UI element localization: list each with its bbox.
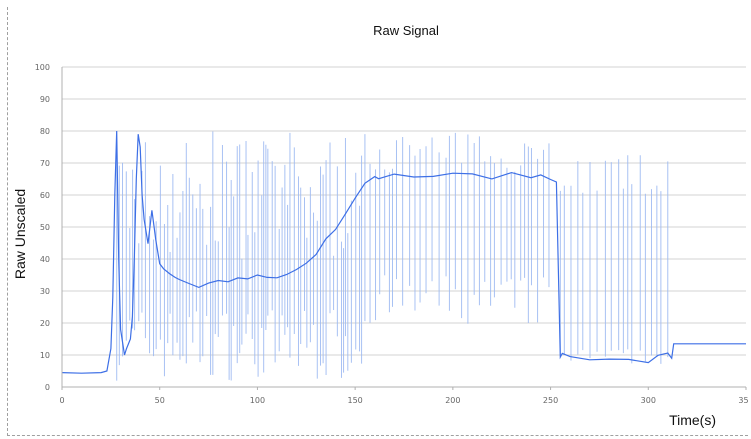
y-tick-label: 80 xyxy=(40,127,50,136)
x-tick-label: 150 xyxy=(348,396,363,405)
x-tick-labels: 0 50 100 150 200 250 300 350 xyxy=(59,387,748,405)
chart-frame: Raw Signal 0 10 20 30 40 50 60 70 80 90 100 0 50 100… xyxy=(7,7,748,436)
x-tick-label: 250 xyxy=(543,396,558,405)
raw-signal-chart: Raw Signal 0 10 20 30 40 50 60 70 80 90 100 0 50 100… xyxy=(12,23,748,428)
y-tick-label: 70 xyxy=(40,159,50,168)
chart-title: Raw Signal xyxy=(373,23,439,38)
x-axis-label: Time(s) xyxy=(669,412,716,428)
y-tick-label: 20 xyxy=(40,319,50,328)
y-tick-label: 100 xyxy=(35,63,50,72)
signal-line xyxy=(61,130,746,374)
y-tick-label: 0 xyxy=(45,383,50,392)
y-tick-label: 10 xyxy=(40,351,50,360)
signal-spikes xyxy=(116,131,669,381)
y-axis-label: Raw Unscaled xyxy=(12,189,28,279)
y-tick-label: 40 xyxy=(40,255,50,264)
grid-lines xyxy=(62,66,746,356)
x-tick-label: 50 xyxy=(155,396,165,405)
y-tick-labels: 0 10 20 30 40 50 60 70 80 90 100 xyxy=(35,63,50,392)
y-tick-label: 50 xyxy=(40,223,50,232)
y-tick-label: 90 xyxy=(40,95,50,104)
x-tick-label: 100 xyxy=(250,396,265,405)
y-tick-label: 60 xyxy=(40,191,50,200)
x-tick-label: 0 xyxy=(59,396,64,405)
x-tick-label: 350 xyxy=(738,396,748,405)
x-tick-label: 300 xyxy=(641,396,656,405)
x-tick-label: 200 xyxy=(445,396,460,405)
y-tick-label: 30 xyxy=(40,287,50,296)
